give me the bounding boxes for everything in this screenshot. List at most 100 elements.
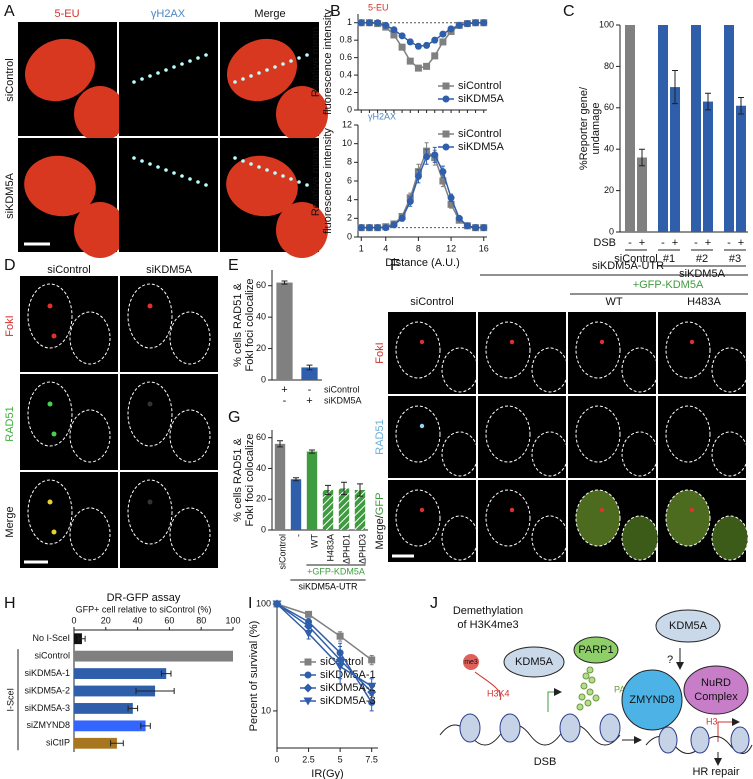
y-tick-label: 6 xyxy=(347,175,352,185)
marker xyxy=(431,52,439,60)
x-tick-label: 16 xyxy=(479,243,489,253)
x-tick-label: - xyxy=(293,534,303,537)
foci xyxy=(273,171,277,175)
row-label: FokI xyxy=(4,315,16,336)
y-tick-label: 40 xyxy=(604,144,614,154)
micrograph xyxy=(119,138,218,252)
h3k4-tail xyxy=(474,671,502,701)
cell-outline xyxy=(27,479,73,545)
error-bar xyxy=(160,670,172,677)
y-axis-label: FokI foci colocalize xyxy=(244,279,256,372)
y-tick-label: siKDM5A-1 xyxy=(24,668,70,678)
x-tick-label: 0 xyxy=(71,615,76,625)
marker xyxy=(463,20,471,28)
legend-marker xyxy=(304,658,312,666)
nucleus xyxy=(226,38,298,102)
methyl-mark xyxy=(463,654,479,670)
foci xyxy=(156,71,160,75)
y-axis-label: Relative mean xyxy=(310,27,322,97)
diagram-text: ? xyxy=(667,654,673,666)
marker xyxy=(398,32,406,40)
error-bar xyxy=(281,280,288,285)
focus xyxy=(47,499,53,505)
y-tick-label: 2 xyxy=(347,213,352,223)
legend-marker xyxy=(303,683,313,693)
x-tick-label: 8 xyxy=(416,243,421,253)
foci xyxy=(281,62,285,66)
foci xyxy=(241,159,245,163)
nucleus xyxy=(74,202,126,258)
bracket-label: +GFP-KDM5A xyxy=(307,566,365,576)
foci xyxy=(297,56,301,60)
marker xyxy=(431,36,439,44)
foci xyxy=(188,59,192,63)
x-tick-label: 0 xyxy=(274,754,279,764)
nucleosomes xyxy=(459,713,621,743)
marker xyxy=(447,200,455,208)
micrograph xyxy=(20,276,118,372)
foci xyxy=(289,177,293,181)
foci xyxy=(164,68,168,72)
legend-label: siKDM5A-1 xyxy=(320,669,376,681)
y-tick-label: 0 xyxy=(347,104,352,114)
y-axis-label: %Reporter gene/ xyxy=(578,86,590,170)
marker xyxy=(368,656,376,664)
foci xyxy=(132,80,136,84)
y-axis-label: Relative mean xyxy=(310,146,322,216)
marker xyxy=(382,224,390,232)
bar xyxy=(74,737,117,749)
panel-label: H xyxy=(4,595,16,612)
protein-zmynd8 xyxy=(621,669,683,731)
bar xyxy=(74,633,82,645)
x-tick-label: 12 xyxy=(446,243,456,253)
bar xyxy=(301,367,318,380)
cell-outline xyxy=(711,347,749,393)
error-bar xyxy=(293,477,299,482)
cell-outline xyxy=(127,381,173,447)
column-label: H483A xyxy=(687,296,721,308)
micrograph xyxy=(568,396,656,478)
nucleosomes xyxy=(658,726,750,754)
diagram-text: Demethylation xyxy=(453,605,523,617)
x-tick-label: 2.5 xyxy=(302,754,315,764)
cell-outline xyxy=(169,507,211,561)
row-label: DSB xyxy=(593,237,616,249)
y-tick-label: 60 xyxy=(256,280,266,290)
y-axis-label: % cells RAD51 & xyxy=(232,437,244,521)
x-tick-label: + xyxy=(738,237,744,249)
error-bar xyxy=(705,92,711,111)
bar xyxy=(703,101,713,232)
cell-outline xyxy=(395,405,441,463)
focus xyxy=(419,423,425,429)
chart-subtitle: GFP+ cell relative to siControl (%) xyxy=(76,604,212,614)
error-bar xyxy=(357,483,363,497)
marker xyxy=(304,629,314,638)
focus xyxy=(51,333,57,339)
micrograph xyxy=(20,374,118,470)
nucleus xyxy=(24,155,96,217)
cell-outline xyxy=(127,479,173,545)
foci xyxy=(289,59,293,63)
marker xyxy=(382,21,390,29)
bar xyxy=(354,490,366,530)
x-tick-label: siControl xyxy=(277,534,287,570)
y-tick-label: No I-SceI xyxy=(32,633,70,643)
marker xyxy=(398,214,406,222)
focus xyxy=(509,507,515,513)
bar xyxy=(338,488,350,530)
x-tick-label: ΔPHD3 xyxy=(357,534,367,564)
row-label: Merge xyxy=(4,506,16,537)
x-tick-label: - xyxy=(694,237,698,249)
marker xyxy=(431,151,439,159)
error-bar xyxy=(309,449,315,454)
focus xyxy=(147,303,153,309)
y-tick-label: 12 xyxy=(342,119,352,129)
diagram-text: me3 xyxy=(464,659,478,666)
column-label: siKDM5A xyxy=(146,264,193,276)
cell-outline xyxy=(575,489,621,547)
micrograph xyxy=(478,480,566,562)
condition-label: siKDM5A xyxy=(324,395,362,405)
x-tick-label: 60 xyxy=(164,615,174,625)
group-label: siControl xyxy=(614,253,657,265)
y-tick-label: 1 xyxy=(347,17,352,27)
